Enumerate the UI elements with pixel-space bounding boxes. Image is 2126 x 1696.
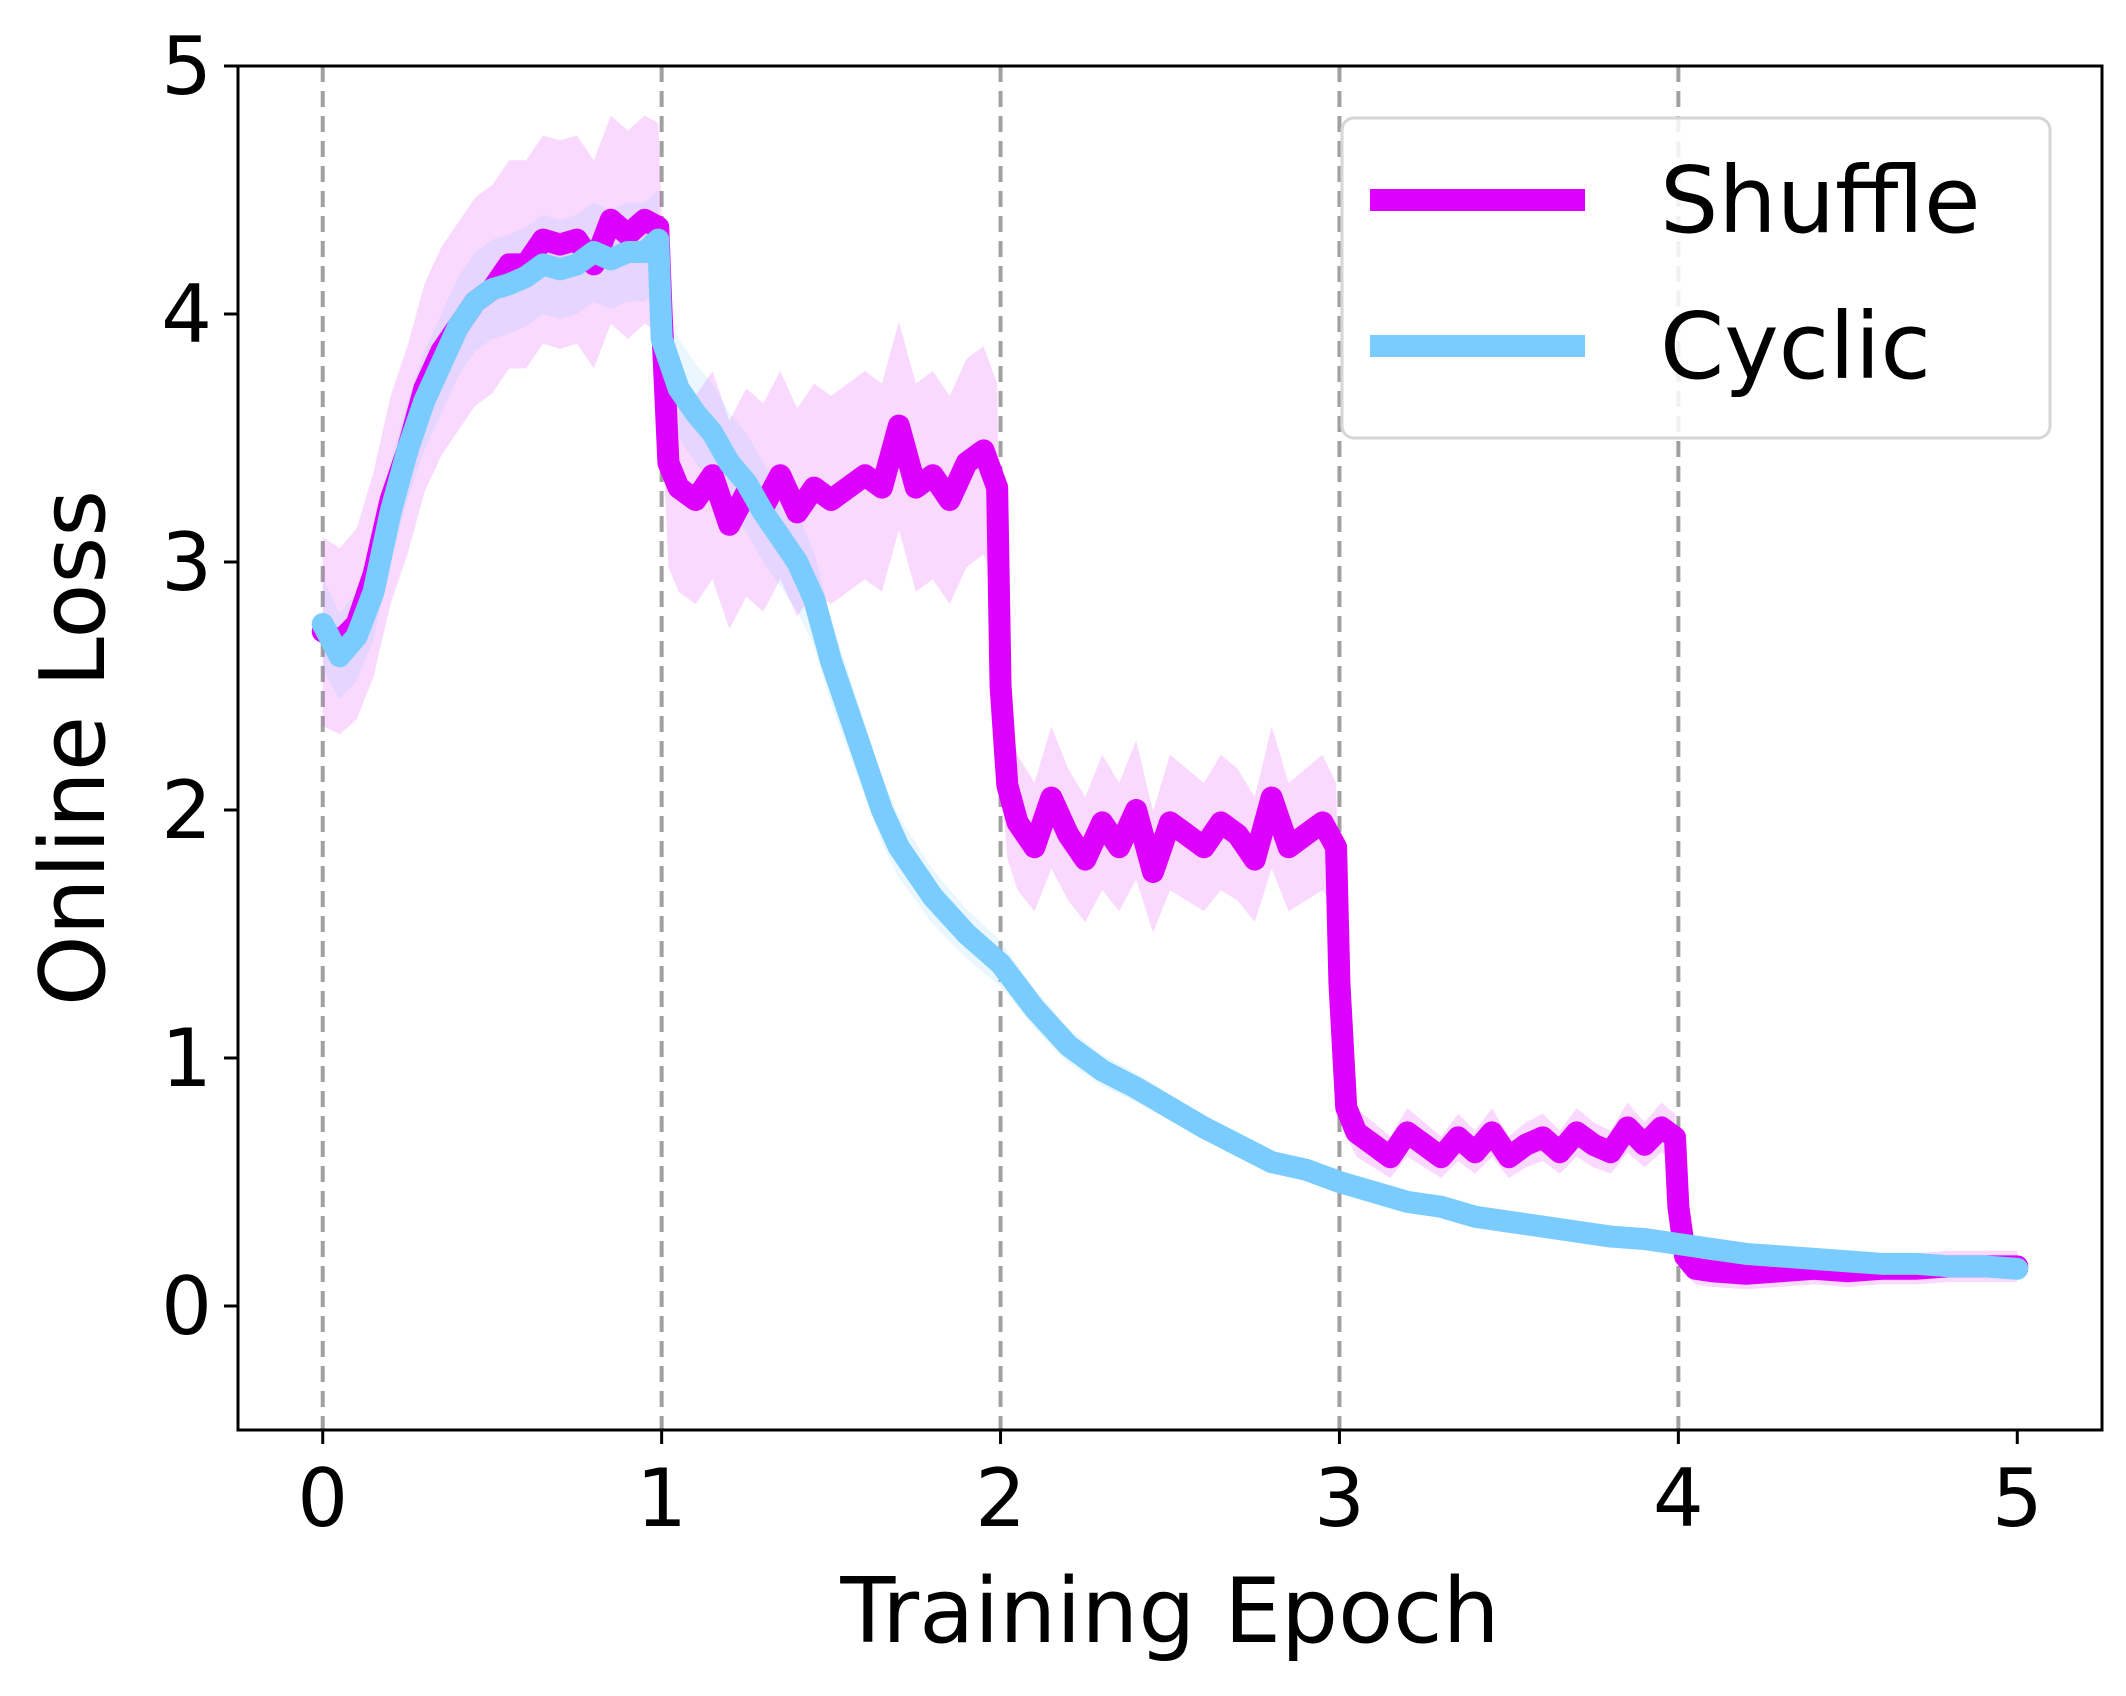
y-tick-label: 3 bbox=[161, 516, 212, 609]
series-band-cyclic bbox=[322, 190, 2018, 1277]
y-tick-label: 0 bbox=[161, 1260, 212, 1353]
variance-bands bbox=[322, 115, 2018, 1290]
y-tick-label: 2 bbox=[161, 764, 212, 857]
x-tick-label: 2 bbox=[975, 1452, 1026, 1545]
x-tick-label: 3 bbox=[1314, 1452, 1365, 1545]
y-tick-label: 1 bbox=[161, 1012, 212, 1105]
x-tick-label: 5 bbox=[1992, 1452, 2043, 1545]
x-tick-label: 0 bbox=[297, 1452, 348, 1545]
x-axis-label: Training Epoch bbox=[839, 1559, 1499, 1664]
y-axis-label: Online Loss bbox=[21, 490, 126, 1006]
y-tick-label: 5 bbox=[161, 20, 212, 113]
series-band-shuffle bbox=[322, 115, 2018, 1290]
y-tick-label: 4 bbox=[161, 268, 212, 361]
x-tick-label: 1 bbox=[636, 1452, 687, 1545]
plot-frame bbox=[236, 64, 2104, 1432]
series-line-cyclic bbox=[311, 228, 2029, 1280]
series-lines bbox=[311, 208, 2029, 1285]
legend-label-cyclic: Cyclic bbox=[1660, 293, 1931, 400]
x-tick-label: 4 bbox=[1653, 1452, 1704, 1545]
x-axis-ticks: 0 1 2 3 4 5 bbox=[297, 1430, 2043, 1545]
legend-label-shuffle: Shuffle bbox=[1660, 147, 1981, 254]
legend: Shuffle Cyclic bbox=[1340, 116, 2052, 440]
series-line-shuffle bbox=[311, 208, 2029, 1285]
y-axis-ticks: 0 1 2 3 4 5 bbox=[161, 20, 238, 1353]
